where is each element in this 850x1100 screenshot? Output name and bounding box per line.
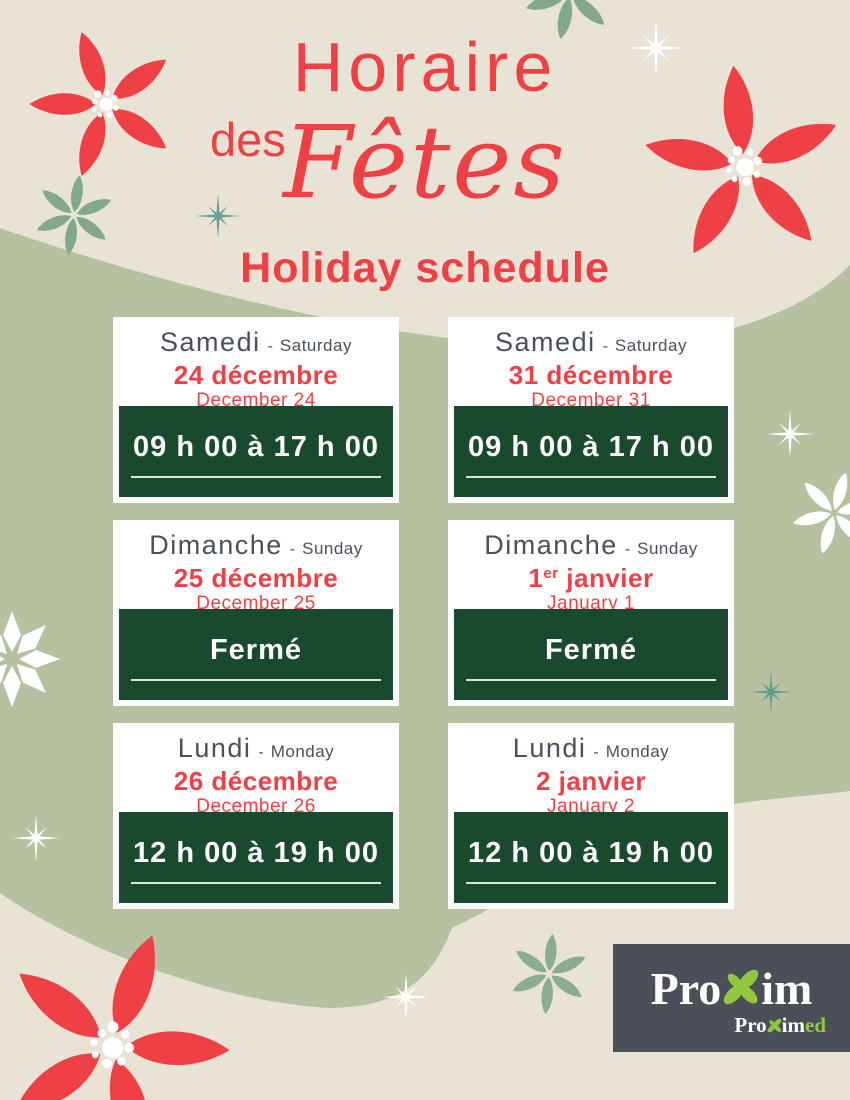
date-french: 1er janvier <box>528 562 654 593</box>
day-french: Dimanche <box>484 530 618 560</box>
sub-text-mid: im <box>781 1013 805 1037</box>
sparkle-icon <box>766 410 814 458</box>
page-subtitle: Holiday schedule <box>240 244 610 292</box>
day-line: Samedi - Saturday <box>160 327 352 358</box>
card-header: Lundi - Monday 2 janvier January 2 <box>448 723 734 817</box>
day-english: Saturday <box>614 336 687 355</box>
hours-text: 09 h 00 à 17 h 00 <box>133 431 379 463</box>
day-separator: - <box>289 541 296 558</box>
hours-underline <box>466 679 716 681</box>
day-french: Dimanche <box>149 530 283 560</box>
day-separator: - <box>267 338 273 355</box>
title-word-des: des <box>210 113 286 166</box>
hours-panel: 12 h 00 à 19 h 00 <box>454 812 728 903</box>
sparkle-icon <box>12 814 60 862</box>
date-french: 24 décembre <box>173 359 339 390</box>
date-french: 31 décembre <box>508 359 674 390</box>
schedule-card: Dimanche - Sunday 1er janvier January 1 … <box>448 520 734 706</box>
day-english: Saturday <box>279 336 352 355</box>
card-header: Samedi - Saturday 31 décembre December 3… <box>448 317 734 411</box>
date-french: 26 décembre <box>173 765 339 796</box>
proxim-x-leaf-icon <box>722 968 760 1014</box>
day-line: Dimanche - Sunday <box>484 530 698 561</box>
day-english: Sunday <box>637 539 698 558</box>
day-separator: - <box>258 744 264 761</box>
card-header: Dimanche - Sunday 1er janvier January 1 <box>448 520 734 614</box>
schedule-card: Samedi - Saturday 31 décembre December 3… <box>448 317 734 503</box>
date-french: 2 janvier <box>535 765 646 796</box>
flower-icon <box>508 930 590 1018</box>
schedule-card: Lundi - Monday 2 janvier January 2 12 h … <box>448 723 734 909</box>
card-header: Lundi - Monday 26 décembre December 26 <box>113 723 399 817</box>
day-english: Monday <box>605 742 670 761</box>
hours-panel: Fermé <box>454 609 728 700</box>
day-english: Sunday <box>302 539 363 558</box>
day-line: Lundi - Monday <box>177 733 335 764</box>
card-header: Samedi - Saturday 24 décembre December 2… <box>113 317 399 411</box>
hours-text: 12 h 00 à 19 h 00 <box>468 837 714 869</box>
sub-text-pre: Pro <box>734 1013 767 1037</box>
date-superscript: er <box>543 564 559 582</box>
card-header: Dimanche - Sunday 25 décembre December 2… <box>113 520 399 614</box>
hours-panel: 09 h 00 à 17 h 00 <box>119 406 393 497</box>
schedule-card: Samedi - Saturday 24 décembre December 2… <box>113 317 399 503</box>
schedule-card: Dimanche - Sunday 25 décembre December 2… <box>113 520 399 706</box>
page-title: Horaire <box>292 28 558 106</box>
hours-underline <box>131 476 381 478</box>
day-line: Lundi - Monday <box>512 733 670 764</box>
day-french: Samedi <box>495 327 596 357</box>
title-word-fetes: Fêtes <box>283 104 567 221</box>
hours-panel: 09 h 00 à 17 h 00 <box>454 406 728 497</box>
day-separator: - <box>593 744 599 761</box>
hours-underline <box>466 476 716 478</box>
day-french: Samedi <box>160 327 261 357</box>
brand-text-post: im <box>761 963 813 1014</box>
day-line: Samedi - Saturday <box>495 327 687 358</box>
day-separator: - <box>602 338 608 355</box>
sparkle-icon <box>195 193 241 239</box>
hours-underline <box>131 679 381 681</box>
hours-text: 09 h 00 à 17 h 00 <box>468 431 714 463</box>
proxim-logo-box: Pro im Pro <box>613 944 850 1052</box>
star-flower-icon <box>0 611 61 707</box>
flower-icon <box>784 461 850 565</box>
hours-panel: 12 h 00 à 19 h 00 <box>119 812 393 903</box>
sub-text-post: ed <box>805 1013 826 1037</box>
proximed-x-leaf-icon <box>767 1016 782 1037</box>
hours-underline <box>466 882 716 884</box>
sparkle-icon <box>750 671 792 713</box>
hours-text: Fermé <box>209 634 303 666</box>
day-french: Lundi <box>512 733 587 763</box>
proximed-wordmark: Pro im ed <box>734 1015 826 1036</box>
hours-underline <box>131 882 381 884</box>
day-french: Lundi <box>177 733 252 763</box>
day-separator: - <box>624 541 631 558</box>
date-french: 25 décembre <box>173 562 339 593</box>
day-line: Dimanche - Sunday <box>149 530 363 561</box>
poinsettia-icon <box>0 895 263 1100</box>
day-english: Monday <box>270 742 335 761</box>
hours-text: 12 h 00 à 19 h 00 <box>133 837 379 869</box>
hours-panel: Fermé <box>119 609 393 700</box>
schedule-card: Lundi - Monday 26 décembre December 26 1… <box>113 723 399 909</box>
proxim-wordmark: Pro im <box>651 966 813 1012</box>
brand-text-pre: Pro <box>650 963 722 1014</box>
sparkle-icon <box>382 973 430 1021</box>
hours-text: Fermé <box>544 634 638 666</box>
